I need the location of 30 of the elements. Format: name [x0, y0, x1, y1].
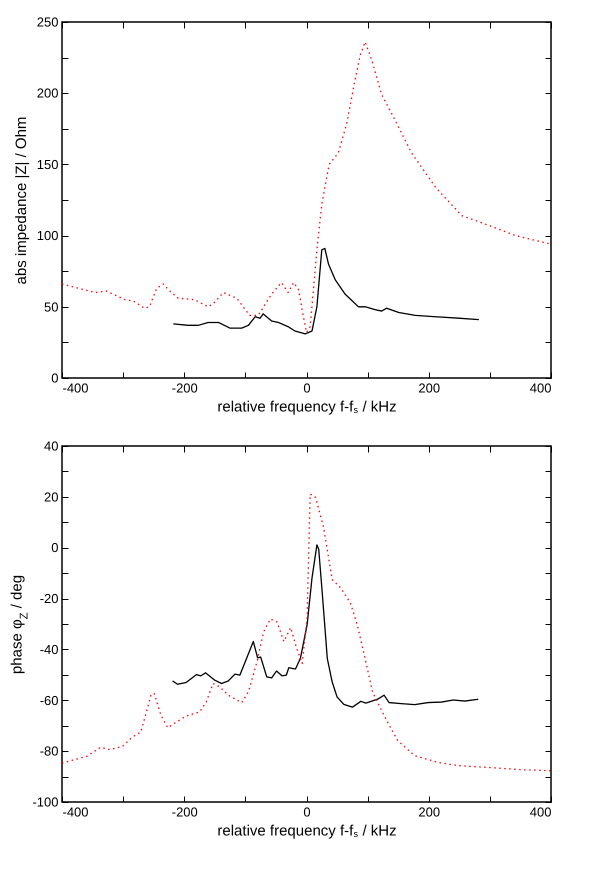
x-tick-label: 0 — [303, 804, 311, 820]
x-tick-label: -400 — [62, 804, 89, 820]
x-tick-label: -200 — [172, 380, 198, 396]
line-series — [172, 544, 479, 708]
y-axis-title: abs impedance |Z| / Ohm — [12, 116, 30, 284]
line-series — [61, 493, 552, 772]
y-tick-label: -40 — [40, 642, 58, 657]
y-tick-label: 50 — [44, 299, 58, 314]
x-tick-label: 200 — [418, 380, 440, 396]
y-tick-label: -100 — [32, 794, 58, 810]
y-tick-label: 250 — [36, 14, 58, 30]
y-tick-label: 40 — [44, 438, 58, 454]
y-tick-label: 0 — [51, 370, 58, 386]
y-tick-label: 0 — [51, 540, 58, 556]
y-tick-label: 100 — [36, 228, 58, 244]
x-tick-label: -200 — [172, 804, 198, 820]
x-tick-label: -400 — [62, 380, 89, 396]
line-series — [172, 248, 480, 335]
y-tick-label: -80 — [40, 744, 58, 759]
x-tick-label: 400 — [530, 804, 552, 820]
y-tick-label: -60 — [40, 692, 58, 708]
y-tick-label: 200 — [36, 86, 58, 101]
y-tick-label: 20 — [44, 489, 58, 504]
y-tick-label: -20 — [40, 591, 58, 606]
x-tick-label: 0 — [303, 380, 311, 396]
x-tick-label: 400 — [530, 380, 552, 396]
y-tick-label: 150 — [36, 156, 58, 172]
x-tick-label: 200 — [418, 804, 440, 820]
x-axis-title: relative frequency f-fₛ / kHz — [217, 822, 397, 840]
x-axis-title: relative frequency f-fₛ / kHz — [217, 398, 397, 416]
